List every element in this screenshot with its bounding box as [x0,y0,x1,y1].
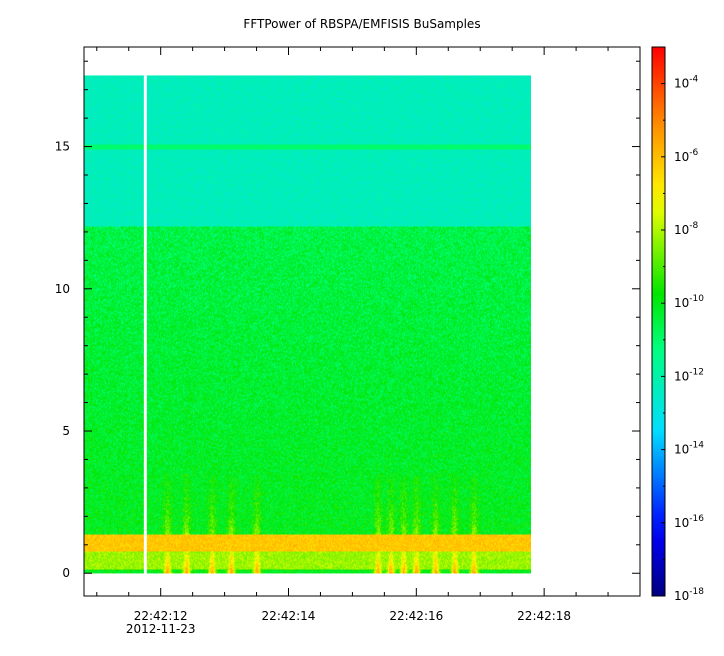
colorbar-tick-exponent: -6 [689,148,698,158]
colorbar-tick-label: 10-10 [674,294,704,310]
colorbar-tick-exponent: -8 [689,221,698,231]
colorbar-tick-label: 10-6 [674,148,699,164]
x-tick-label: 22:42:18 [517,609,571,623]
chart-title: FFTPower of RBSPA/EMFISIS BuSamples [243,17,481,31]
colorbar-tick-label: 10-8 [674,221,699,237]
colorbar-tick-exponent: -4 [689,75,698,85]
colorbar-tick-exponent: -18 [689,587,704,597]
x-tick-label: 22:42:16 [389,609,443,623]
x-tick-date-label: 2012-11-23 [126,622,196,636]
y-tick-label: 5 [62,424,70,438]
colorbar-tick-label: 10-4 [674,75,699,91]
x-tick-label: 22:42:14 [262,609,316,623]
plot-frame [83,46,641,597]
spectrogram-image [84,75,531,574]
colorbar-tick-label: 10-12 [674,367,704,383]
colorbar-tick-label: 10-18 [674,587,704,603]
colorbar [651,46,666,597]
y-tick-label: 15 [55,140,70,154]
colorbar-tick-label: 10-16 [674,514,704,530]
colorbar-tick-exponent: -16 [689,514,704,524]
x-tick-label: 22:42:12 [134,609,188,623]
y-tick-label: 10 [55,282,70,296]
data-gap [143,75,147,574]
colorbar-tick-exponent: -12 [689,367,704,377]
colorbar-tick-label: 10-14 [674,441,704,457]
colorbar-tick-exponent: -14 [689,441,704,451]
colorbar-tick-exponent: -10 [689,294,704,304]
y-tick-label: 0 [62,566,70,580]
